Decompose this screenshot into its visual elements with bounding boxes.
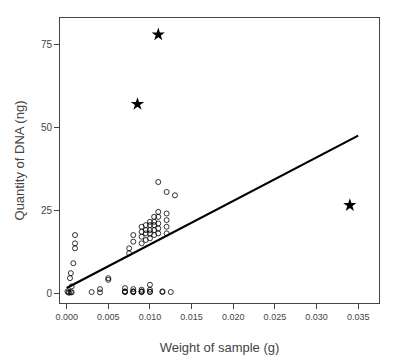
svg-text:0.000: 0.000 [55,312,78,322]
svg-text:0: 0 [46,288,52,299]
svg-text:0.015: 0.015 [180,312,203,322]
svg-text:0.030: 0.030 [305,312,328,322]
svg-text:0.020: 0.020 [222,312,245,322]
svg-text:0.035: 0.035 [347,312,370,322]
svg-text:Quantity of DNA (ng): Quantity of DNA (ng) [12,101,27,221]
svg-text:0.010: 0.010 [139,312,162,322]
svg-text:Weight of sample (g): Weight of sample (g) [160,340,280,355]
svg-text:50: 50 [41,122,53,133]
svg-text:25: 25 [41,205,53,216]
svg-text:0.005: 0.005 [97,312,120,322]
svg-text:75: 75 [41,39,53,50]
svg-text:0.025: 0.025 [264,312,287,322]
